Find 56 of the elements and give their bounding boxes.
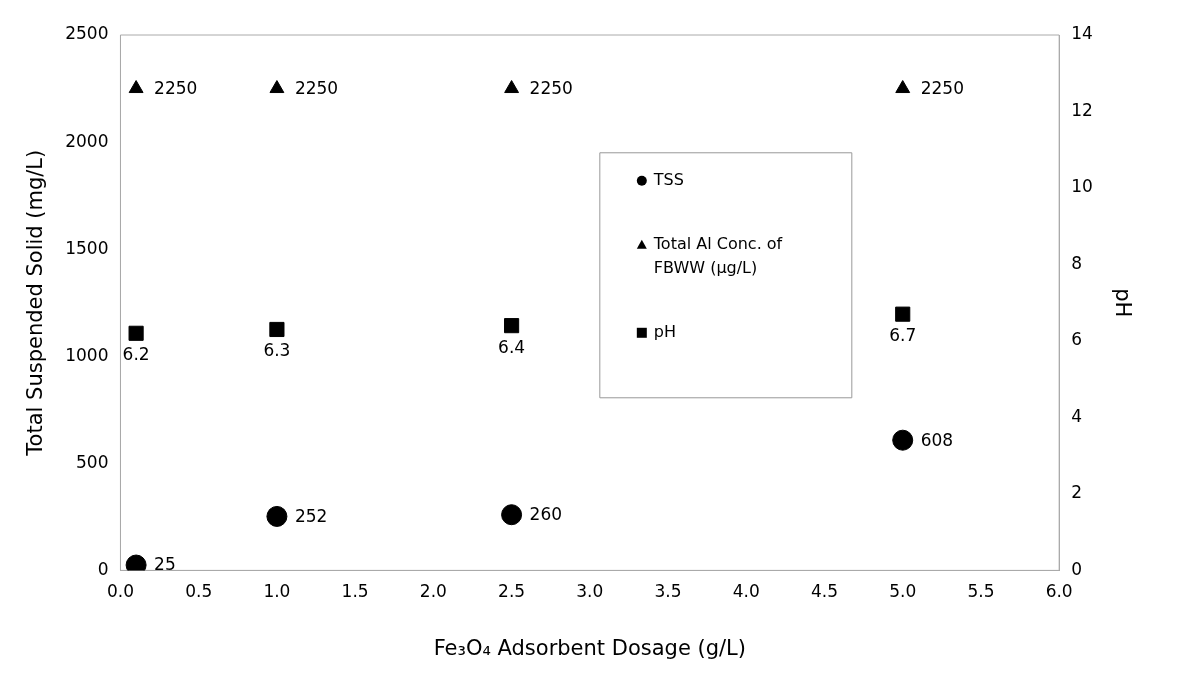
y2-axis-title: pH: [1110, 288, 1135, 318]
y2-tick-label: 2: [1071, 482, 1082, 503]
y-tick-label: 1000: [65, 344, 109, 365]
data-label: 2250: [529, 77, 573, 98]
data-label: 608: [920, 429, 954, 450]
y2-tick-label: 6: [1071, 329, 1082, 350]
point: [504, 318, 520, 334]
x-tick-label: 5.0: [889, 581, 917, 602]
data-label: 2250: [154, 77, 198, 98]
y-tick-label: 2500: [65, 23, 109, 44]
data-label: 260: [529, 504, 563, 525]
point: [895, 80, 911, 94]
y-tick-label: 2000: [65, 130, 109, 151]
x-tick-label: 0.0: [106, 581, 134, 602]
data-label: 2250: [920, 77, 964, 98]
x-tick-label: 2.5: [498, 581, 526, 602]
x-tick-label: 4.0: [732, 581, 760, 602]
x-tick-label: 6.0: [1045, 581, 1073, 602]
data-label: 6.3: [263, 340, 291, 361]
x-tick-label: 3.0: [576, 581, 604, 602]
y2-tick-label: 8: [1071, 252, 1082, 273]
point: [892, 429, 914, 451]
data-label: 6.2: [122, 344, 150, 365]
y-tick-label: 1500: [65, 237, 109, 258]
y2-tick-label: 4: [1071, 405, 1082, 426]
point: [269, 80, 285, 94]
legend-label: TSS: [652, 169, 684, 189]
x-tick-label: 5.5: [967, 581, 995, 602]
point: [501, 504, 523, 526]
y2-tick-label: 10: [1071, 176, 1093, 197]
point: [895, 306, 911, 322]
x-tick-label: 3.5: [654, 581, 682, 602]
x-tick-label: 2.0: [419, 581, 447, 602]
data-label: 25: [154, 554, 176, 575]
y2-tick-label: 0: [1071, 558, 1082, 579]
y2-tick-label: 12: [1071, 99, 1093, 120]
data-label: 6.7: [889, 325, 917, 346]
point: [266, 505, 288, 527]
data-label: 252: [294, 505, 328, 526]
point: [504, 80, 520, 94]
y2-tick-label: 14: [1071, 23, 1093, 44]
data-label: 6.4: [498, 336, 526, 357]
y-tick-label: 0: [97, 558, 109, 579]
point: [128, 325, 144, 341]
x-tick-label: 1.5: [341, 581, 369, 602]
legend-label: pH: [653, 321, 676, 341]
legend-label: Total Al Conc. of FBWW (μg/L): [652, 233, 783, 277]
point: [128, 80, 144, 94]
point: [269, 321, 285, 338]
y-tick-label: 500: [76, 451, 109, 472]
x-tick-label: 1.0: [263, 581, 291, 602]
data-label: 2250: [294, 77, 339, 98]
x-axis-title: Fe₃O₄ Adsorbent Dosage (g/L): [433, 635, 746, 660]
x-tick-label: 4.5: [810, 581, 839, 602]
x-tick-label: 0.5: [185, 581, 213, 602]
y-axis-title: Total Suspended Solid (mg/L): [23, 149, 48, 457]
